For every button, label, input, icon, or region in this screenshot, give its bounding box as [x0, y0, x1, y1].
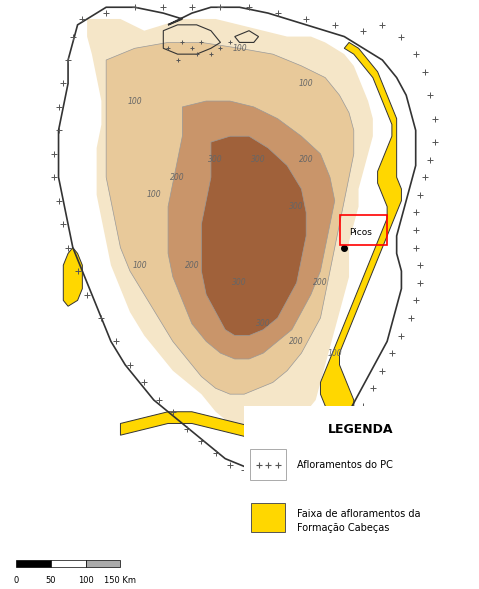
- Polygon shape: [320, 42, 401, 429]
- Text: 200: 200: [170, 173, 185, 182]
- Text: 300: 300: [208, 155, 223, 164]
- Text: 100: 100: [127, 97, 142, 105]
- Text: 300: 300: [251, 155, 266, 164]
- Text: LEGENDA: LEGENDA: [328, 423, 394, 436]
- Text: Picos: Picos: [349, 229, 372, 237]
- Text: 200: 200: [184, 261, 199, 270]
- Bar: [16, 560, 51, 567]
- Text: 200: 200: [289, 337, 304, 346]
- Text: 150 Km: 150 Km: [104, 576, 137, 585]
- Text: Afloramentos do PC: Afloramentos do PC: [297, 459, 392, 469]
- Polygon shape: [201, 136, 306, 336]
- Text: Faixa de afloramentos da: Faixa de afloramentos da: [297, 509, 420, 519]
- Text: 200: 200: [299, 155, 313, 164]
- Text: 300: 300: [232, 278, 247, 287]
- Bar: [51, 560, 86, 567]
- Text: 100: 100: [147, 190, 161, 199]
- Polygon shape: [63, 247, 82, 306]
- Bar: [251, 502, 285, 532]
- Polygon shape: [120, 412, 297, 447]
- FancyBboxPatch shape: [244, 406, 478, 564]
- Bar: [86, 560, 120, 567]
- Text: 200: 200: [313, 278, 328, 287]
- Text: 100: 100: [78, 576, 93, 585]
- Text: 100: 100: [232, 44, 247, 53]
- Text: 100: 100: [299, 79, 313, 88]
- Text: 100: 100: [328, 349, 342, 358]
- Text: Formação Cabeças: Formação Cabeças: [297, 523, 389, 533]
- Text: 0: 0: [13, 576, 18, 585]
- Text: 100: 100: [132, 261, 147, 270]
- Polygon shape: [106, 42, 354, 394]
- Polygon shape: [87, 19, 373, 435]
- Text: 50: 50: [46, 576, 56, 585]
- Text: 300: 300: [256, 319, 271, 328]
- Text: 300: 300: [289, 202, 304, 211]
- Polygon shape: [168, 101, 335, 359]
